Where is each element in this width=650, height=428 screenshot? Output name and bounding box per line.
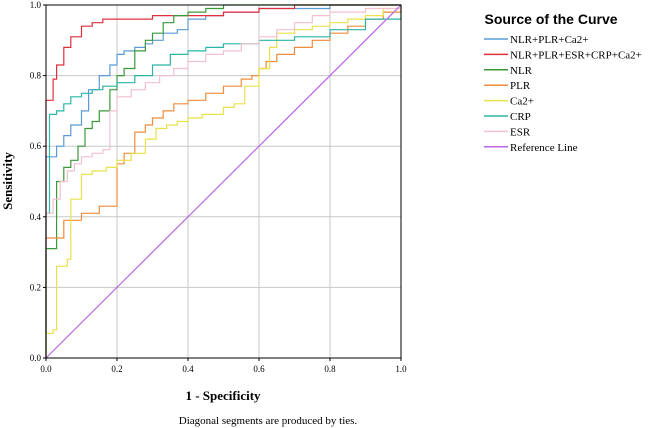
footnote: Diagonal segments are produced by ties. [179, 415, 358, 427]
series-line-reference-line [45, 4, 402, 359]
x-tick-label: 0.4 [182, 364, 194, 374]
y-tick-label: 0.2 [30, 282, 41, 292]
legend-title: Source of the Curve [484, 11, 617, 27]
series-line-plr [45, 5, 402, 358]
legend-label-esr: ESR [510, 126, 531, 138]
legend-label-ca2: Ca2+ [510, 96, 534, 108]
legend-label-plr: PLR [510, 80, 531, 92]
y-axis-title: Sensitivity [0, 152, 15, 210]
x-tick-label: 0.8 [324, 364, 336, 374]
x-axis-title: 1 - Specificity [185, 388, 261, 403]
x-tick-label: 1.0 [395, 364, 407, 374]
x-tick-label: 0.2 [111, 364, 122, 374]
series-line-nlr-plr-esr-crp-ca2 [45, 4, 401, 358]
x-tick-label: 0.6 [253, 364, 265, 374]
y-tick-label: 0.0 [30, 353, 42, 363]
series-line-ca2 [45, 5, 402, 358]
series-lines [45, 4, 402, 359]
series-line-nlr [45, 4, 401, 358]
y-tick-labels: 0.0 0.2 0.4 0.6 0.8 1.0 [30, 0, 46, 363]
x-tick-label: 0.0 [40, 364, 52, 374]
y-tick-label: 0.8 [30, 71, 42, 81]
y-tick-label: 0.4 [30, 212, 42, 222]
legend-label-crp: CRP [510, 111, 531, 123]
plot-frame [45, 4, 402, 359]
legend: NLR+PLR+Ca2+ NLR+PLR+ESR+CRP+Ca2+ NLR PLR Ca… [484, 34, 642, 154]
series-line-esr [45, 5, 402, 358]
legend-label-nlr: NLR [510, 65, 533, 77]
y-tick-label: 0.6 [30, 141, 42, 151]
legend-label-reference-line: Reference Line [510, 142, 578, 154]
series-line-crp [45, 5, 402, 358]
legend-label-nlr-plr-esr-crp-ca2: NLR+PLR+ESR+CRP+Ca2+ [510, 49, 642, 61]
x-tick-labels: 0.0 0.2 0.4 0.6 0.8 1.0 [40, 358, 407, 374]
y-tick-label: 1.0 [30, 0, 42, 10]
legend-label-nlr-plr-ca2: NLR+PLR+Ca2+ [510, 34, 589, 46]
